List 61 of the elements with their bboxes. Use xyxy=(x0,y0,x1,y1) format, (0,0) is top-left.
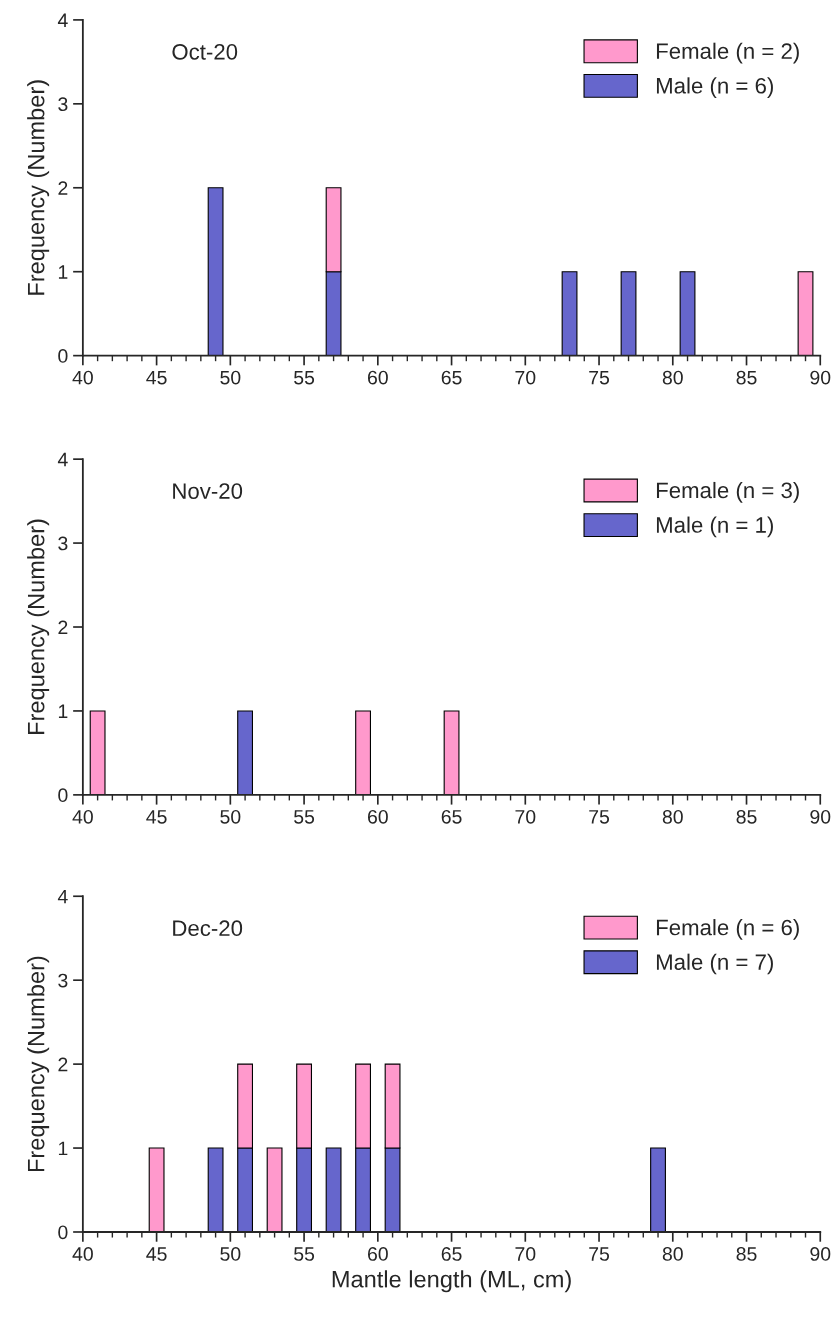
x-tick-label: 85 xyxy=(736,370,757,385)
y-tick-label: 2 xyxy=(58,620,68,635)
y-tick-label: 1 xyxy=(58,1141,68,1156)
x-tick-label: 40 xyxy=(72,1247,93,1261)
y-axis-title: Frequency (Number) xyxy=(27,80,50,295)
x-tick-label: 65 xyxy=(441,1247,462,1261)
x-tick-label: 70 xyxy=(515,1247,536,1261)
legend-label: Male (n = 1) xyxy=(656,516,773,538)
x-tick-label: 55 xyxy=(294,370,315,385)
x-tick-label: 45 xyxy=(146,370,167,385)
x-tick-label: 45 xyxy=(146,1247,167,1261)
text: Dec-20 xyxy=(173,920,243,937)
text: Nov-20 xyxy=(173,483,243,499)
legend-label: Female (n = 3) xyxy=(656,481,799,503)
x-tick-label: 75 xyxy=(589,370,610,385)
y-tick-label: 1 xyxy=(58,265,68,279)
legend-label: Female (n = 2) xyxy=(656,42,799,64)
y-tick-label: 4 xyxy=(57,13,68,27)
x-tick-label: 90 xyxy=(810,1247,831,1261)
x-tick-label: 85 xyxy=(736,1247,757,1261)
x-tick-label: 40 xyxy=(72,370,93,385)
x-tick-label: 65 xyxy=(441,809,462,824)
x-tick-label: 85 xyxy=(736,809,757,824)
x-tick-label: 90 xyxy=(810,370,831,385)
legend-label: Male (n = 6) xyxy=(656,77,773,99)
x-tick-label: 50 xyxy=(220,370,241,385)
x-tick-label: 65 xyxy=(441,370,462,385)
x-tick-label: 80 xyxy=(662,1247,683,1261)
x-tick-label: 55 xyxy=(294,1247,315,1261)
x-tick-label: 60 xyxy=(368,370,388,385)
y-tick-label: 4 xyxy=(57,452,68,467)
text: Oct-20 xyxy=(172,43,238,60)
y-tick-label: 0 xyxy=(58,1225,68,1240)
y-tick-label: 3 xyxy=(58,97,68,112)
x-tick-label: 45 xyxy=(146,810,167,824)
x-tick-label: 50 xyxy=(220,809,241,824)
x-tick-label: 70 xyxy=(515,809,536,824)
y-tick-label: 0 xyxy=(58,349,68,363)
y-tick-label: 4 xyxy=(57,889,68,904)
legend-label: Female (n = 6) xyxy=(656,919,799,940)
y-tick-label: 0 xyxy=(58,788,68,803)
y-tick-label: 1 xyxy=(58,704,68,718)
x-tick-label: 60 xyxy=(368,1247,388,1261)
x-tick-label: 70 xyxy=(515,370,536,385)
y-axis-title: Frequency (Number) xyxy=(27,519,50,734)
y-axis-title: Frequency (Number) xyxy=(27,956,50,1172)
x-tick-label: 80 xyxy=(662,809,683,824)
x-tick-label: 90 xyxy=(810,809,831,824)
x-tick-label: 40 xyxy=(72,809,93,824)
y-tick-label: 2 xyxy=(58,1057,68,1072)
y-tick-label: 2 xyxy=(58,181,68,195)
x-tick-label: 80 xyxy=(662,370,683,385)
x-tick-label: 50 xyxy=(220,1247,241,1261)
legend-label: Male (n = 7) xyxy=(656,953,773,975)
x-tick-label: 55 xyxy=(294,810,315,824)
x-tick-label: 75 xyxy=(589,1247,610,1261)
y-tick-label: 3 xyxy=(58,536,68,551)
x-tick-label: 75 xyxy=(589,810,610,824)
x-axis-title: Mantle length (ML, cm) xyxy=(332,1270,571,1293)
y-tick-label: 3 xyxy=(58,973,68,988)
x-tick-label: 60 xyxy=(368,809,388,824)
